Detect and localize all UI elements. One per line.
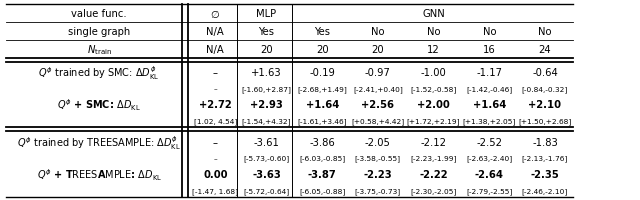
Text: -2.23: -2.23 [364, 169, 392, 179]
Text: [-1.52,-0.58]: [-1.52,-0.58] [410, 85, 457, 92]
Text: [-2.23,-1.99]: [-2.23,-1.99] [410, 155, 457, 161]
Text: 20: 20 [372, 45, 384, 55]
Text: [-3.58,-0.55]: [-3.58,-0.55] [355, 155, 401, 161]
Text: -2.52: -2.52 [476, 137, 502, 147]
Text: [+1.72,+2.19]: [+1.72,+2.19] [407, 118, 460, 125]
Text: -1.17: -1.17 [476, 68, 502, 78]
Text: 12: 12 [428, 45, 440, 55]
Text: -3.63: -3.63 [252, 169, 281, 179]
Text: +2.00: +2.00 [417, 100, 450, 110]
Text: [-1.60,+2.87]: [-1.60,+2.87] [241, 85, 292, 92]
Text: -1.83: -1.83 [532, 137, 558, 147]
Text: No: No [427, 27, 440, 37]
Text: $Q^\phi$ trained by SMC: $\Delta D^\phi_{\mathrm{KL}}$: $Q^\phi$ trained by SMC: $\Delta D^\phi_… [38, 64, 160, 82]
Text: Yes: Yes [259, 27, 275, 37]
Text: [-6.03,-0.85]: [-6.03,-0.85] [299, 155, 346, 161]
Text: [-1.42,-0.46]: [-1.42,-0.46] [466, 85, 513, 92]
Text: [1.02, 4.54]: [1.02, 4.54] [194, 118, 237, 125]
Text: 0.00: 0.00 [203, 169, 228, 179]
Text: $Q^\phi$ trained by T$\mathrm{REES}$A$\mathrm{MPLE}$: $\Delta D^\phi_{\mathrm{KL: $Q^\phi$ trained by T$\mathrm{REES}$A$\m… [17, 133, 181, 151]
Text: +2.10: +2.10 [529, 100, 561, 110]
Text: [-3.75,-0.73]: [-3.75,-0.73] [355, 187, 401, 194]
Text: No: No [483, 27, 496, 37]
Text: [-2.30,-2.05]: [-2.30,-2.05] [410, 187, 457, 194]
Text: +2.93: +2.93 [250, 100, 283, 110]
Text: No: No [538, 27, 552, 37]
Text: –: – [213, 68, 218, 78]
Text: N/A: N/A [207, 45, 224, 55]
Text: 20: 20 [316, 45, 328, 55]
Text: [-2.68,+1.49]: [-2.68,+1.49] [298, 85, 347, 92]
Text: [-1.61,+3.46]: [-1.61,+3.46] [298, 118, 347, 125]
Text: [-6.05,-0.88]: [-6.05,-0.88] [299, 187, 346, 194]
Text: N/A: N/A [207, 27, 224, 37]
Text: 20: 20 [260, 45, 273, 55]
Text: -2.35: -2.35 [531, 169, 559, 179]
Text: -0.19: -0.19 [309, 68, 335, 78]
Text: [-1.47, 1.68]: [-1.47, 1.68] [192, 187, 239, 194]
Text: +1.64: +1.64 [472, 100, 506, 110]
Text: [-5.73,-0.60]: [-5.73,-0.60] [243, 155, 290, 161]
Text: -3.61: -3.61 [253, 137, 280, 147]
Text: -3.87: -3.87 [308, 169, 337, 179]
Text: MLP: MLP [257, 9, 276, 19]
Text: [-2.79,-2.55]: [-2.79,-2.55] [466, 187, 513, 194]
Text: [-2.46,-2.10]: [-2.46,-2.10] [522, 187, 568, 194]
Text: single graph: single graph [68, 27, 131, 37]
Text: GNN: GNN [422, 9, 445, 19]
Text: $Q^\phi$ + T$\mathrm{REES}$A$\mathrm{MPLE}$: $\Delta D_{\mathrm{KL}}$: $Q^\phi$ + T$\mathrm{REES}$A$\mathrm{MPL… [36, 166, 162, 182]
Text: [+0.58,+4.42]: [+0.58,+4.42] [351, 118, 404, 125]
Text: +1.63: +1.63 [252, 68, 282, 78]
Text: [-2.13,-1.76]: [-2.13,-1.76] [522, 155, 568, 161]
Text: 16: 16 [483, 45, 495, 55]
Text: -2.22: -2.22 [419, 169, 448, 179]
Text: +1.64: +1.64 [305, 100, 339, 110]
Text: -0.64: -0.64 [532, 68, 558, 78]
Text: +2.56: +2.56 [362, 100, 394, 110]
Text: –: – [213, 137, 218, 147]
Text: Yes: Yes [314, 27, 330, 37]
Text: $\varnothing$: $\varnothing$ [211, 8, 220, 20]
Text: [-2.41,+0.40]: [-2.41,+0.40] [353, 85, 403, 92]
Text: –: – [214, 86, 217, 92]
Text: -1.00: -1.00 [420, 68, 447, 78]
Text: -2.05: -2.05 [365, 137, 391, 147]
Text: $N_{\mathrm{train}}$: $N_{\mathrm{train}}$ [86, 43, 112, 56]
Text: [+1.50,+2.68]: [+1.50,+2.68] [518, 118, 572, 125]
Text: [-2.63,-2.40]: [-2.63,-2.40] [466, 155, 513, 161]
Text: [+1.38,+2.05]: [+1.38,+2.05] [463, 118, 516, 125]
Text: [-5.72,-0.64]: [-5.72,-0.64] [243, 187, 290, 194]
Text: $Q^\phi$ + SMC: $\Delta D_{\mathrm{KL}}$: $Q^\phi$ + SMC: $\Delta D_{\mathrm{KL}}$ [58, 97, 141, 113]
Text: –: – [214, 155, 217, 161]
Text: -0.97: -0.97 [365, 68, 391, 78]
Text: -3.86: -3.86 [309, 137, 335, 147]
Text: -2.12: -2.12 [420, 137, 447, 147]
Text: [-1.54,+4.32]: [-1.54,+4.32] [242, 118, 291, 125]
Text: value func.: value func. [72, 9, 127, 19]
Text: No: No [371, 27, 385, 37]
Text: 24: 24 [539, 45, 551, 55]
Text: +2.72: +2.72 [199, 100, 232, 110]
Text: [-0.84,-0.32]: [-0.84,-0.32] [522, 85, 568, 92]
Text: -2.64: -2.64 [475, 169, 504, 179]
